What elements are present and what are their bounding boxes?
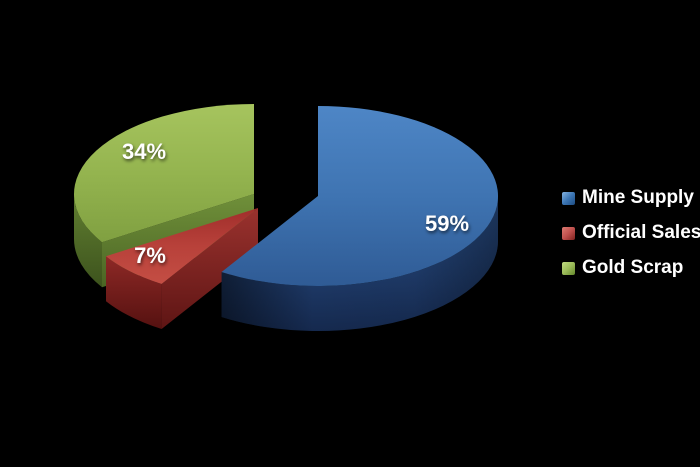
pie-slice-mine-supply[interactable] [221,106,499,286]
legend-item-gold-scrap[interactable]: Gold Scrap [562,256,700,280]
pie-slice-gold-scrap[interactable] [74,104,254,243]
pie-slice-gold-scrap-side [74,194,102,288]
pie-slice-official-sales[interactable] [106,208,258,284]
pie-slice-official-sales-side [106,256,162,329]
slice-label-mine-supply: 59% [424,211,470,236]
legend-marker-icon [562,261,575,275]
legend-label: Gold Scrap [582,257,684,278]
legend-label: Mine Supply [582,187,694,208]
legend-item-mine-supply[interactable]: Mine Supply [562,186,700,210]
legend-marker-icon [562,226,575,240]
legend: Mine Supply Official Sales Gold Scrap [562,186,700,280]
legend-marker-icon [562,191,575,205]
slice-label-official-sales: 7% [134,243,166,268]
slice-label-gold-scrap: 34% [121,139,167,164]
pie-slice-mine-supply-side-shade [221,196,498,331]
legend-label: Official Sales [582,222,700,243]
legend-item-official-sales[interactable]: Official Sales [562,221,700,245]
pie-slice-official-sales-cut-face [161,208,258,329]
